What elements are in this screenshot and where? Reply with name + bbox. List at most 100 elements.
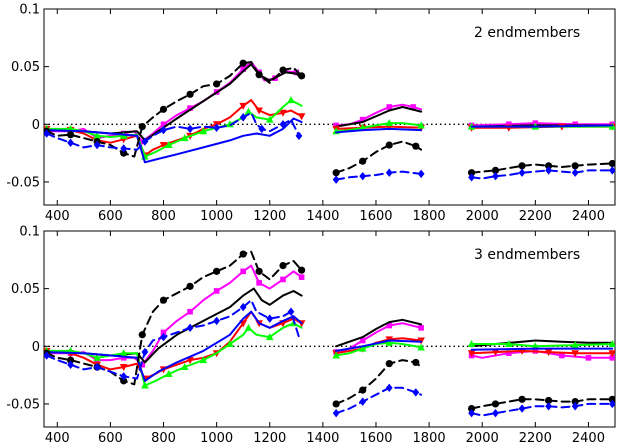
data-point (199, 127, 208, 135)
panel-title: 2 endmembers (474, 25, 580, 41)
series-line (335, 339, 423, 352)
x-tick-label: 1000 (200, 209, 233, 224)
data-point (608, 350, 615, 358)
data-point (159, 296, 168, 304)
data-point (467, 350, 476, 358)
data-point (141, 381, 149, 389)
data-point (545, 402, 553, 411)
data-point (266, 314, 274, 323)
data-point (385, 119, 394, 127)
data-point (255, 267, 263, 275)
data-point (160, 121, 167, 128)
data-point (545, 396, 553, 405)
data-point (239, 102, 247, 110)
data-point (255, 107, 263, 115)
data-point (297, 113, 306, 121)
data-point (412, 388, 420, 397)
data-point (571, 350, 579, 358)
series-blue-solid (45, 117, 614, 164)
x-tick-label: 1400 (306, 431, 339, 445)
data-point (66, 356, 75, 364)
data-point (571, 162, 579, 170)
x-tick-label: 2200 (519, 431, 552, 445)
data-point (160, 332, 167, 342)
data-point (213, 123, 221, 132)
series-line (470, 349, 614, 355)
data-point (93, 353, 101, 361)
series-line (45, 264, 303, 366)
data-point (410, 104, 416, 110)
data-point (298, 266, 306, 274)
plot-area (44, 250, 615, 418)
data-point (468, 173, 475, 182)
data-point (120, 377, 128, 385)
data-point (417, 169, 425, 179)
data-point (119, 364, 128, 372)
data-point (332, 400, 340, 408)
y-tick-label: 0 (32, 118, 40, 133)
data-point (199, 356, 208, 364)
y-tick-label: 0.1 (19, 225, 40, 240)
data-point (531, 342, 540, 350)
data-point (186, 282, 194, 290)
data-point (359, 386, 367, 394)
data-point (226, 120, 234, 128)
data-point (492, 408, 499, 418)
x-tick-label: 1600 (359, 209, 392, 224)
x-tick-label: 400 (45, 431, 70, 445)
data-point (187, 308, 193, 315)
x-tick-label: 1400 (306, 209, 339, 224)
data-point (287, 307, 295, 316)
data-point (279, 261, 287, 270)
x-tick-label: 2000 (466, 431, 499, 445)
data-point (412, 142, 420, 150)
y-tick-label: 0.05 (11, 60, 40, 75)
data-point (120, 355, 127, 361)
x-tick-label: 2400 (572, 431, 605, 445)
data-point (160, 125, 167, 135)
x-tick-label: 1800 (413, 209, 446, 224)
data-point (93, 140, 101, 150)
data-point (505, 121, 512, 128)
panel-top: 400 600 800 1000 1200 1400 1600 1800 2000 2200 240… (6, 3, 616, 224)
data-point (265, 115, 274, 123)
data-point (359, 171, 367, 181)
x-tick-label: 2000 (466, 209, 499, 224)
x-tick-label: 1000 (200, 431, 233, 445)
data-point (279, 109, 287, 117)
data-point (159, 105, 168, 113)
series-blue-dashed (44, 111, 615, 184)
y-tick-label: 0 (32, 340, 40, 355)
data-point (467, 404, 476, 413)
series-line (470, 169, 614, 180)
data-point (332, 175, 340, 184)
data-point (213, 267, 221, 275)
data-point (385, 383, 393, 392)
data-point (417, 343, 425, 351)
data-point (418, 325, 424, 331)
data-point (467, 169, 476, 177)
data-point (298, 274, 305, 280)
data-point (141, 137, 149, 146)
data-point (571, 168, 579, 177)
data-point (93, 362, 101, 372)
data-point (608, 399, 615, 409)
data-point (333, 122, 339, 129)
x-tick-label: 1600 (359, 431, 392, 445)
data-point (385, 359, 393, 368)
series-line (470, 347, 614, 351)
data-point (165, 141, 173, 149)
data-point (213, 316, 221, 326)
data-point (412, 358, 420, 367)
y-tick-label: 0.05 (11, 282, 40, 297)
x-tick-label: 1200 (253, 431, 286, 445)
series-line (335, 106, 423, 128)
y-tick-label: 0.1 (19, 3, 40, 18)
data-point (505, 350, 512, 357)
data-point (141, 347, 149, 357)
data-point (287, 96, 295, 104)
series-line (45, 61, 303, 158)
data-point (359, 397, 367, 406)
data-point (298, 72, 306, 80)
